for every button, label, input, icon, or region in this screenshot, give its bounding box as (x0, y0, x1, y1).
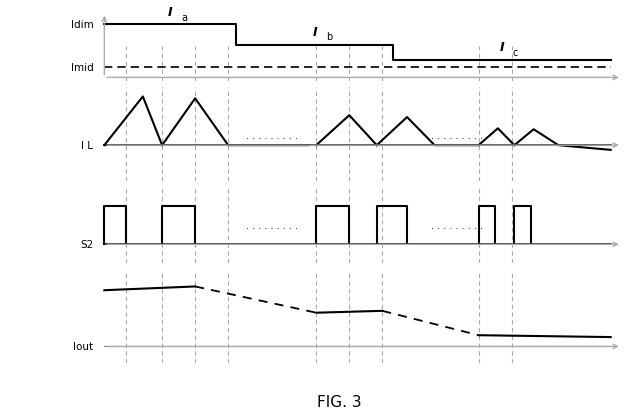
Text: . . . . . . . . .: . . . . . . . . . (246, 131, 298, 141)
Text: b: b (326, 32, 332, 42)
Text: c: c (513, 47, 518, 57)
Text: S2: S2 (80, 240, 93, 250)
Text: Idim: Idim (70, 20, 93, 30)
Text: I L: I L (81, 141, 93, 151)
Text: a: a (181, 13, 188, 23)
Text: I: I (168, 6, 173, 19)
Text: FIG. 3: FIG. 3 (317, 394, 362, 409)
Text: . . . . . . . . .: . . . . . . . . . (431, 221, 483, 230)
Text: I: I (500, 41, 504, 54)
Text: . . . . . . . . .: . . . . . . . . . (431, 131, 483, 141)
Text: Imid: Imid (70, 63, 93, 73)
Text: Iout: Iout (73, 342, 93, 351)
Text: . . . . . . . . .: . . . . . . . . . (246, 221, 298, 230)
Text: I: I (312, 26, 317, 39)
